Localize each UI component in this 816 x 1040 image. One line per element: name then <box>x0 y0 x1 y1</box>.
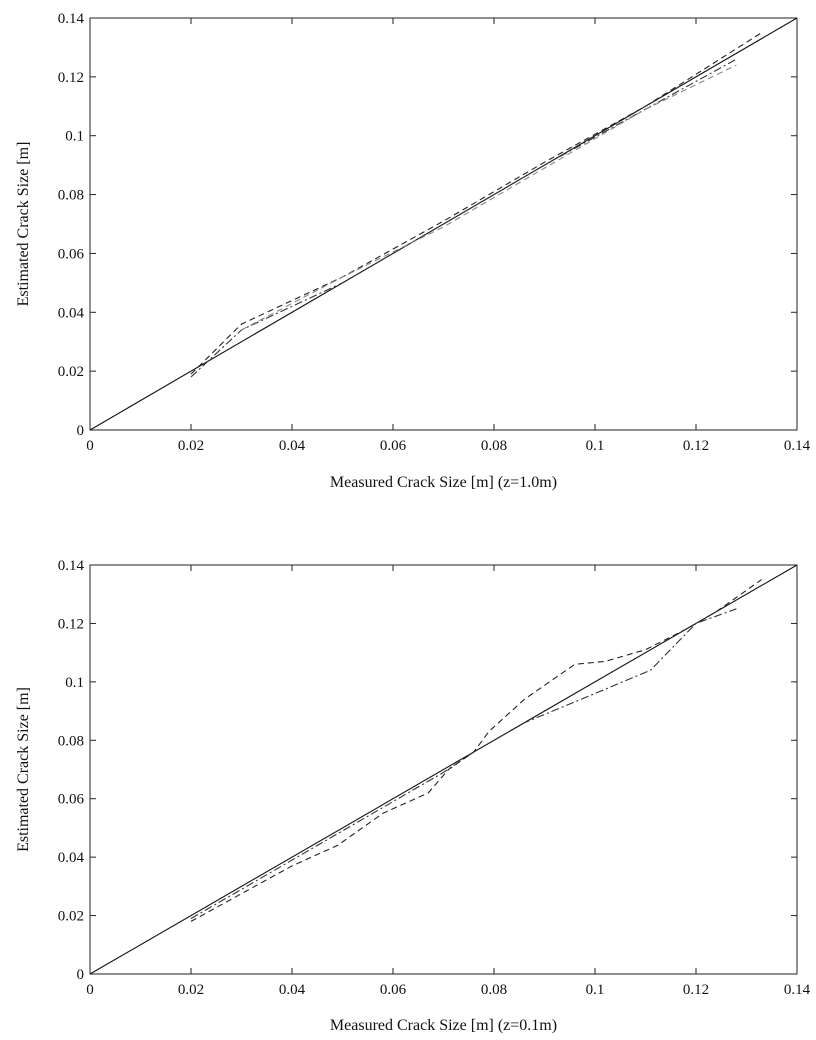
x-tick-label: 0 <box>86 982 94 998</box>
x-axis-label: Measured Crack Size [m] (z=0.1m) <box>330 1017 557 1034</box>
y-tick-label: 0.08 <box>58 188 84 204</box>
y-tick-label: 0.04 <box>58 305 85 321</box>
x-tick-label: 0.1 <box>586 982 605 998</box>
y-tick-label: 0.04 <box>58 850 85 866</box>
y-tick-label: 0.14 <box>58 558 85 574</box>
x-tick-label: 0.04 <box>279 438 306 454</box>
x-axis-label: Measured Crack Size [m] (z=1.0m) <box>330 474 557 491</box>
x-tick-label: 0.12 <box>683 438 709 454</box>
y-tick-label: 0.14 <box>58 11 85 27</box>
series-line-0 <box>89 564 798 975</box>
y-tick-label: 0.06 <box>58 246 85 262</box>
x-tick-label: 0.08 <box>481 438 507 454</box>
y-tick-label: 0.1 <box>65 129 84 145</box>
x-tick-label: 0.06 <box>380 438 407 454</box>
y-tick-label: 0.12 <box>58 616 84 632</box>
x-tick-label: 0.08 <box>481 982 507 998</box>
plot-frame <box>89 17 798 431</box>
series-line-1 <box>190 32 762 375</box>
x-tick-label: 0.14 <box>784 982 811 998</box>
x-tick-label: 0 <box>86 438 94 454</box>
y-tick-label: 0 <box>77 423 85 439</box>
series-line-3 <box>241 64 737 331</box>
y-axis-label: Estimated Crack Size [m] <box>15 142 32 307</box>
x-tick-label: 0.02 <box>178 438 204 454</box>
x-tick-label: 0.12 <box>683 982 709 998</box>
series-line-2 <box>190 58 737 378</box>
y-axis-label: Estimated Crack Size [m] <box>15 687 32 852</box>
y-tick-label: 0.02 <box>58 909 84 925</box>
y-tick-label: 0 <box>77 967 85 983</box>
chart-bottom: 0 0.02 0.04 0.06 0.08 0.1 0.12 0.14 0 0.02 0.04 0.0… <box>15 558 811 1034</box>
y-tick-label: 0.1 <box>65 675 84 691</box>
chart-top: 0 0.02 0.04 0.06 0.08 0.1 0.12 0.14 0 0.02 0.04 0.0… <box>15 11 811 491</box>
x-tick-label: 0.1 <box>586 438 605 454</box>
series-line-2 <box>190 608 737 919</box>
x-tick-label: 0.06 <box>380 982 407 998</box>
x-tick-label: 0.04 <box>279 982 306 998</box>
x-tick-label: 0.02 <box>178 982 204 998</box>
y-tick-label: 0.08 <box>58 733 84 749</box>
y-tick-label: 0.12 <box>58 70 84 86</box>
y-tick-label: 0.06 <box>58 792 85 808</box>
plot-frame <box>89 564 798 975</box>
y-tick-label: 0.02 <box>58 364 84 380</box>
x-tick-label: 0.14 <box>784 438 811 454</box>
series-line-1 <box>190 579 762 922</box>
series-line-0 <box>89 17 798 431</box>
